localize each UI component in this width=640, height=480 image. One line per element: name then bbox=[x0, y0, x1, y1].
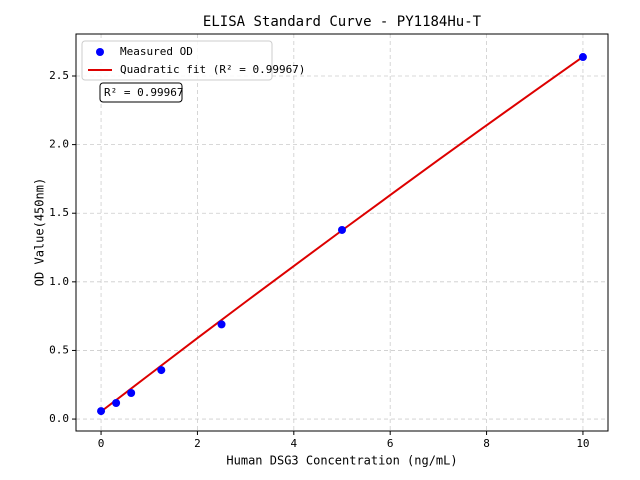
x-tick-label: 8 bbox=[483, 437, 490, 450]
annotation: R² = 0.99967 bbox=[104, 86, 183, 99]
annotation-box bbox=[99, 82, 183, 103]
legend-swatch bbox=[96, 48, 104, 56]
y-tick-label: 2.5 bbox=[49, 69, 69, 82]
y-tick-label: 2.0 bbox=[49, 138, 69, 151]
y-tick-label: 1.0 bbox=[49, 275, 69, 288]
data-point bbox=[157, 366, 166, 375]
y-tick-label: 0.0 bbox=[49, 412, 69, 425]
x-tick-label: 6 bbox=[387, 437, 394, 450]
data-point bbox=[112, 399, 121, 408]
x-tick-label: 0 bbox=[98, 437, 105, 450]
legend-box bbox=[81, 40, 273, 81]
legend-label: Measured OD bbox=[120, 45, 193, 58]
y-tick-label: 0.5 bbox=[49, 343, 69, 356]
data-point bbox=[97, 407, 106, 416]
data-point bbox=[578, 53, 587, 62]
data-point bbox=[338, 225, 346, 234]
x-axis-label: Human DSG3 Concentration (ng/mL) bbox=[226, 454, 457, 468]
data-point bbox=[217, 320, 226, 329]
legend-label: Quadratic fit (R² = 0.99967) bbox=[120, 63, 305, 76]
plot-frame bbox=[75, 33, 609, 432]
data-point bbox=[127, 388, 136, 397]
chart-title: ELISA Standard Curve - PY1184Hu-T bbox=[203, 14, 482, 30]
x-tick-label: 10 bbox=[576, 437, 589, 450]
x-tick-label: 2 bbox=[194, 437, 201, 450]
y-tick-label: 1.5 bbox=[49, 206, 69, 219]
x-tick-label: 4 bbox=[290, 437, 297, 450]
y-axis-label: OD Value(450nm) bbox=[33, 178, 47, 286]
